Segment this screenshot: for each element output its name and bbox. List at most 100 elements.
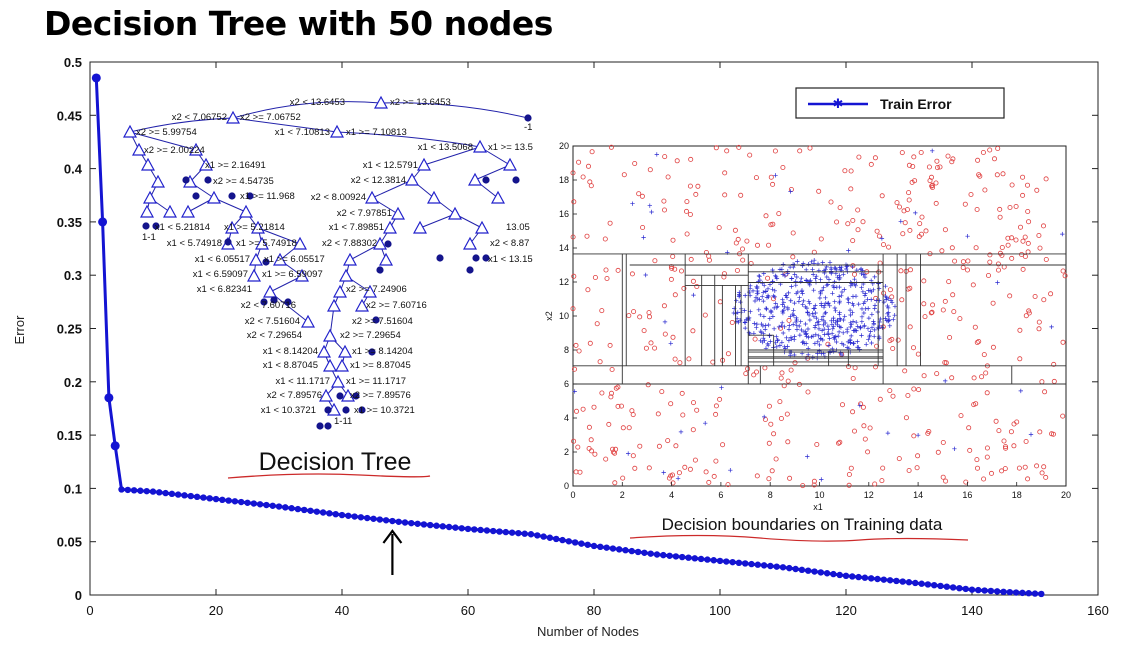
inset-point-blue (809, 259, 814, 264)
inset-point-blue (763, 323, 768, 328)
inset-point-blue (798, 319, 803, 324)
inset-point-red (987, 147, 993, 153)
inset-point-blue (800, 339, 806, 344)
inset-point-blue (793, 319, 799, 325)
inset-point-red (572, 366, 578, 372)
inset-point-red (800, 483, 806, 489)
inset-point-red (745, 366, 751, 372)
inset-point-blue (848, 312, 853, 318)
series-point (962, 585, 969, 593)
inset-point-red (615, 267, 621, 273)
tree-node-label: x1 < 5.21814 (155, 222, 210, 233)
series-point (244, 499, 251, 506)
inset-point-red (1037, 429, 1043, 435)
inset-point-red (894, 200, 900, 206)
inset-point-red (997, 214, 1003, 220)
inset-point-blue (761, 298, 766, 304)
inset-point-blue (807, 301, 812, 306)
inset-point-red (725, 482, 731, 488)
inset-point-red (867, 425, 873, 431)
inset-point-blue (773, 173, 778, 178)
inset-point-blue (855, 324, 860, 329)
tree-split-node (404, 172, 420, 186)
inset-point-blue (856, 301, 861, 307)
inset-point-blue (848, 324, 853, 330)
tree-node-label: x1 < 7.10813 (275, 127, 330, 138)
inset-point-red (721, 271, 727, 277)
inset-point-blue (885, 319, 891, 324)
x-tick-label: 60 (461, 603, 475, 618)
inset-point-red (914, 465, 920, 471)
tree-leaf-node (358, 406, 366, 414)
inset-point-red (574, 408, 580, 414)
tree-node-label: x1 < 8.87045 (263, 360, 318, 371)
inset-point-blue (831, 324, 836, 329)
series-point (893, 577, 900, 585)
inset-point-blue (886, 318, 891, 323)
inset-point-blue (915, 433, 921, 438)
inset-point-red (662, 331, 668, 337)
inset-point-red (958, 413, 964, 419)
inset-point-red (896, 456, 902, 462)
inset-point-red (916, 387, 922, 393)
inset-point-red (584, 233, 590, 239)
x-tick-label: 0 (86, 603, 93, 618)
inset-point-red (571, 273, 577, 279)
inset-point-blue (799, 327, 804, 333)
inset-point-blue (799, 276, 804, 281)
inset-point-red (695, 183, 701, 189)
series-point (767, 562, 774, 570)
inset-point-red (753, 175, 759, 181)
series-point (250, 500, 257, 507)
series-point (181, 492, 188, 499)
inset-point-red (608, 394, 614, 400)
inset-point-red (868, 161, 874, 167)
tree-split-node (162, 204, 178, 218)
series-point (874, 575, 881, 583)
tree-split-node (337, 344, 353, 358)
inset-point-red (952, 258, 958, 264)
tree-node-label: x1 >= 6.59097 (262, 269, 323, 280)
inset-point-red (733, 240, 739, 246)
inset-point-red (997, 250, 1003, 256)
inset-point-blue (834, 339, 839, 345)
series-point (149, 488, 157, 495)
inset-point-red (852, 271, 858, 277)
inset-point-blue (794, 317, 799, 323)
inset-point-red (877, 396, 883, 402)
inset-point-blue (800, 340, 805, 345)
inset-point-blue (823, 295, 828, 300)
inset-point-red (687, 211, 693, 217)
tree-node-label: x1 >= 6.05517 (264, 254, 325, 265)
inset-point-blue (858, 325, 863, 331)
series-point (886, 577, 894, 584)
inset-point-blue (824, 274, 829, 280)
inset-point-blue (791, 308, 796, 313)
inset-point-blue (864, 342, 869, 347)
inset-point-blue (830, 326, 835, 331)
inset-point-red (1062, 273, 1068, 279)
series-point (660, 551, 667, 559)
tree-node-label: x1 < 6.05517 (195, 254, 250, 265)
inset-point-blue (845, 263, 850, 269)
series-point (445, 523, 453, 531)
inset-point-red (1036, 232, 1042, 238)
inset-point-blue (880, 325, 885, 330)
inset-point-blue (846, 300, 851, 305)
inset-point-blue (1049, 324, 1054, 330)
inset-point-red (637, 314, 643, 320)
inset-point-red (976, 338, 982, 344)
inset-point-blue (863, 291, 868, 296)
inset-point-red (1051, 361, 1057, 367)
inset-point-blue (805, 326, 811, 332)
inset-point-blue (647, 203, 652, 208)
inset-point-red (984, 445, 990, 451)
inset-point-blue (792, 272, 797, 277)
tree-leaf-node (482, 176, 490, 184)
inset-point-blue (797, 295, 802, 300)
inset-point-blue (836, 294, 842, 299)
inset-point-red (852, 428, 858, 434)
decision-tree-diagram: x2 < 13.6453 x2 >= 13.6453 x2 < 7.06752 x2 … (122, 95, 533, 430)
inset-point-red (734, 267, 740, 273)
inset-point-blue (794, 291, 799, 296)
